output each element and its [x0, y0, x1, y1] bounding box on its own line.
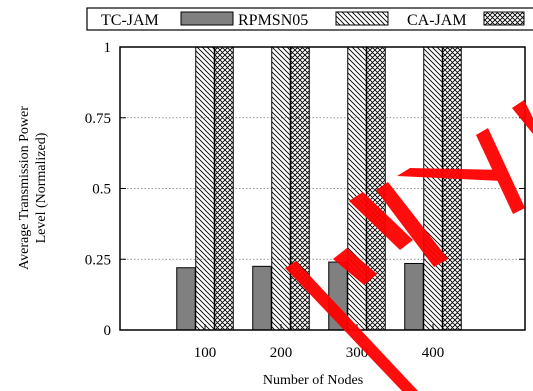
bar-tc-jam-400 — [404, 262, 424, 331]
y-tick-label-0: 0 — [104, 323, 112, 339]
y-tick-label-3: 0.75 — [85, 111, 111, 127]
x-tick-label-100: 100 — [194, 345, 217, 361]
legend-swatch-tc-jam — [180, 11, 234, 26]
bar-rpmsn05-300 — [347, 46, 367, 331]
legend-label-rpmsn05: RPMSN05 — [238, 12, 308, 29]
bar-ca-jam-400 — [442, 46, 462, 331]
legend: TC-JAM RPMSN05 CA-JAM — [86, 7, 533, 31]
y-tick-label-1: 0.25 — [85, 252, 111, 268]
x-tick-label-200: 200 — [270, 345, 293, 361]
legend-swatch-rpmsn05 — [335, 11, 389, 26]
bar-rpmsn05-200 — [271, 46, 291, 331]
legend-label-ca-jam: CA-JAM — [407, 12, 467, 29]
x-tick-label-400: 400 — [422, 345, 445, 361]
bar-tc-jam-100 — [176, 267, 196, 331]
bar-tc-jam-200 — [252, 265, 272, 331]
bar-rpmsn05-100 — [195, 46, 215, 331]
grid-layer — [120, 117, 525, 260]
y-tick-label-4: 1 — [104, 40, 112, 56]
y-axis-title-line2: Level (Normalized) — [34, 132, 49, 243]
x-ticks: 100 200 300 400 — [194, 324, 445, 361]
bar-rpmsn05-400 — [423, 46, 443, 331]
y-axis-title-line1: Average Transmission Power — [17, 106, 32, 270]
legend-label-tc-jam: TC-JAM — [101, 12, 159, 29]
legend-swatch-ca-jam — [483, 11, 525, 26]
y-ticks: 0 0.25 0.5 0.75 1 — [85, 40, 525, 339]
x-axis-title: Number of Nodes — [263, 373, 363, 388]
watermark — [285, 100, 533, 391]
bar-ca-jam-100 — [214, 46, 234, 331]
y-tick-label-2: 0.5 — [92, 182, 111, 198]
